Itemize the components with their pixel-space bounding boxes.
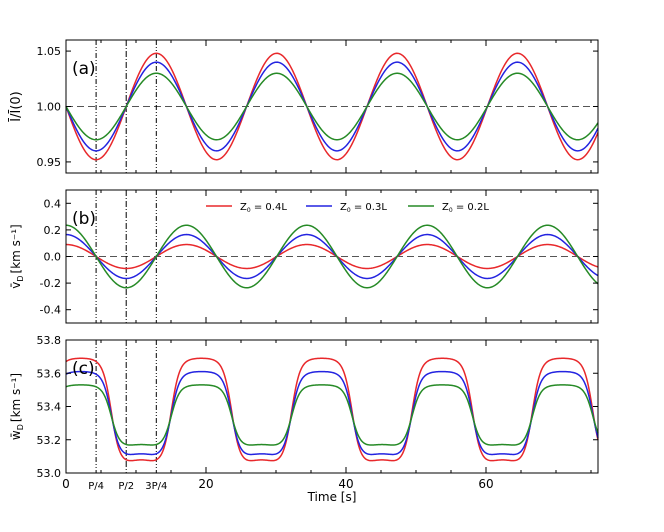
panel-a-ticks: 0.95 1.00 1.05 <box>37 40 598 173</box>
legend-entry-z0-0.2L: Z0 = 0.2L <box>408 202 489 214</box>
x-tick-label-3: 40 <box>338 477 353 491</box>
legend-label-0.3L: Z0 = 0.3L <box>340 202 387 214</box>
x-tick-label-2: 20 <box>198 477 213 491</box>
legend-entry-z0-0.3L: Z0 = 0.3L <box>306 202 387 214</box>
panel-b-curves <box>65 224 599 289</box>
x-axis-label: Time [s] <box>307 490 357 504</box>
panel-c-ticks: 53.0 53.2 53.4 53.6 53.8 <box>37 334 598 480</box>
panel-c-series-3 <box>65 384 599 446</box>
x-tick-label-1: 0 <box>62 477 70 491</box>
period-marker-labels: P/4 P/2 3P/4 <box>88 481 167 492</box>
period-marker-label-2: P/2 <box>118 481 134 492</box>
panel-c-curves <box>65 357 599 462</box>
panel-b-ytick-label-2: -0.2 <box>40 277 61 290</box>
panel-c-ytick-label-4: 53.6 <box>37 367 62 380</box>
panel-c-ylabel: w̄D[km s⁻¹] <box>9 373 25 440</box>
panel-b-label: (b) <box>72 209 96 229</box>
panel-a-label: (a) <box>72 59 96 79</box>
x-axis: 0 20 40 60 P/4 P/2 3P/4 Time [s] <box>62 477 493 504</box>
panel-c-series-2 <box>65 370 599 456</box>
panel-b: -0.4 -0.2 0.0 0.2 0.4 (b) v̄D[km s⁻¹] Z0 = 0… <box>9 189 599 324</box>
panel-c-series-1 <box>65 357 599 462</box>
panel-c-ytick-label-2: 53.2 <box>37 434 62 447</box>
period-marker-label-3: 3P/4 <box>145 481 167 492</box>
panel-a-ytick-label-1: 0.95 <box>37 156 62 169</box>
panel-c-ytick-label-3: 53.4 <box>37 401 62 414</box>
panel-a-curves <box>65 52 599 161</box>
panel-a-ytick-label-3: 1.05 <box>37 45 62 58</box>
panel-c: 53.0 53.2 53.4 53.6 53.8 (c) w̄D[km s⁻¹] <box>9 334 599 480</box>
x-tick-label-4: 60 <box>478 477 493 491</box>
legend-entry-z0-0.4L: Z0 = 0.4L <box>206 202 287 214</box>
panel-b-ytick-label-1: -0.4 <box>40 304 61 317</box>
legend: Z0 = 0.4L Z0 = 0.3L Z0 = 0.2L <box>206 202 489 214</box>
legend-label-0.4L: Z0 = 0.4L <box>240 202 287 214</box>
panel-c-ytick-label-1: 53.0 <box>37 467 62 480</box>
panel-a-ytick-label-2: 1.00 <box>37 101 62 114</box>
panel-b-ticks: -0.4 -0.2 0.0 0.2 0.4 <box>40 190 598 323</box>
x-tick-labels: 0 20 40 60 <box>62 477 493 491</box>
panel-b-ylabel: v̄D[km s⁻¹] <box>9 224 25 289</box>
panel-b-ytick-label-4: 0.2 <box>44 224 62 237</box>
period-marker-label-1: P/4 <box>88 481 104 492</box>
legend-label-0.2L: Z0 = 0.2L <box>442 202 489 214</box>
panel-c-reference-lines <box>95 340 157 473</box>
panel-b-ytick-label-5: 0.4 <box>44 197 62 210</box>
panel-b-series-3 <box>65 224 599 289</box>
panel-c-label: (c) <box>72 359 95 379</box>
panel-a-series-2 <box>65 61 599 152</box>
panel-a-series-1 <box>65 52 599 161</box>
panel-a: 0.95 1.00 1.05 (a) Ī/Ī(0) <box>9 39 599 174</box>
panel-c-ytick-label-5: 53.8 <box>37 334 62 347</box>
panel-a-ylabel: Ī/Ī(0) <box>9 91 24 121</box>
panel-a-series-3 <box>65 72 599 141</box>
panel-b-ytick-label-3: 0.0 <box>44 251 62 264</box>
